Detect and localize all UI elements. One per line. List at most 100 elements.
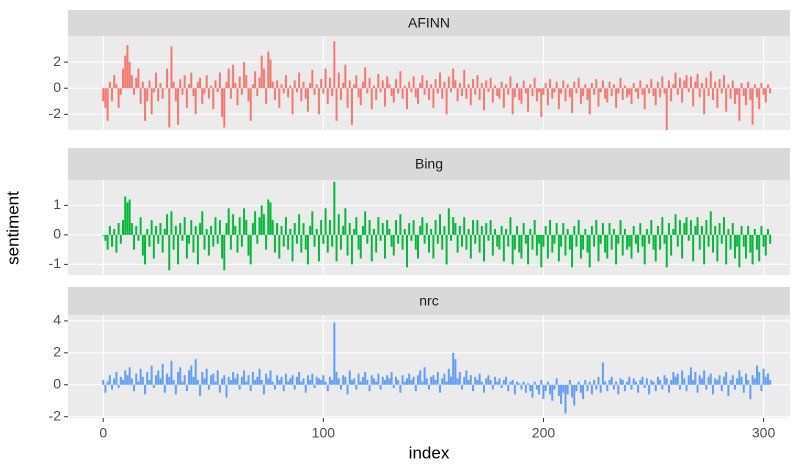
bar [560,234,563,247]
bar [665,234,668,268]
bar [445,234,448,265]
bar [742,234,745,247]
bar [551,234,554,253]
bar [181,234,184,241]
bar [271,381,274,385]
bar [729,88,732,99]
bar [568,234,571,250]
bar [674,376,677,385]
bar [687,375,690,385]
bar [577,220,580,235]
bar [439,214,441,235]
bar [445,88,448,115]
bar [229,379,232,385]
bar [694,226,697,235]
bar [621,88,624,100]
bar [293,384,296,390]
bar [683,223,686,235]
bar [755,88,758,98]
bar [368,220,371,235]
bar [331,88,334,97]
bar [601,80,604,89]
bar [260,205,263,235]
strip-label: AFINN [408,15,450,31]
bar [707,88,710,97]
y-tick-label: 0 [53,226,61,242]
bar [456,378,459,385]
bar [727,84,730,89]
bar [260,55,263,89]
bar [597,234,600,262]
bar [564,234,567,256]
bar [654,88,657,106]
bar [150,88,153,115]
bar [432,234,435,259]
bar [654,234,657,262]
bar [194,226,197,235]
bar [269,202,272,235]
bar [320,220,323,235]
bar [155,375,158,385]
bar [586,384,589,392]
bar [126,202,129,235]
bar [626,88,629,98]
bar [146,88,149,102]
bar [760,83,763,89]
bar [243,62,246,89]
bar [291,234,294,262]
bar [461,234,464,247]
bar [634,381,637,385]
bar [458,226,461,235]
bar [280,226,283,235]
bar [502,234,505,262]
bar [287,381,290,385]
bar [555,223,558,235]
bar [223,234,226,271]
bar [505,376,508,385]
bar [538,234,541,244]
bar [753,84,756,89]
bar [152,384,155,388]
bar [293,223,296,235]
bar [476,75,479,89]
bar [674,72,677,89]
bar [590,384,593,395]
bar [716,379,719,385]
bar [650,220,653,235]
bar [722,75,725,89]
bar [335,88,338,121]
bar [443,373,446,385]
bar [317,234,320,262]
bar [179,223,182,235]
bar [641,234,644,247]
bar [372,85,375,89]
bar [612,228,615,235]
bar [725,88,728,112]
bar [375,88,378,100]
bar [663,88,666,94]
bar [584,228,587,235]
bar [188,84,191,89]
bar [128,367,131,385]
bar [538,384,541,395]
bar [685,75,688,89]
bar [342,83,345,89]
bar [694,372,697,385]
bar [243,370,246,385]
bar [632,226,635,235]
bar [524,88,527,94]
bar [166,214,169,235]
bar [225,384,228,398]
bar [295,376,298,385]
bar [190,220,193,235]
bar [643,88,646,110]
bar [375,234,378,253]
bar [450,376,453,385]
bar [251,223,254,235]
bar [289,378,292,385]
bar [621,379,624,385]
bar [628,234,631,247]
bar [238,217,241,235]
bar [645,228,648,235]
bar [742,384,745,393]
